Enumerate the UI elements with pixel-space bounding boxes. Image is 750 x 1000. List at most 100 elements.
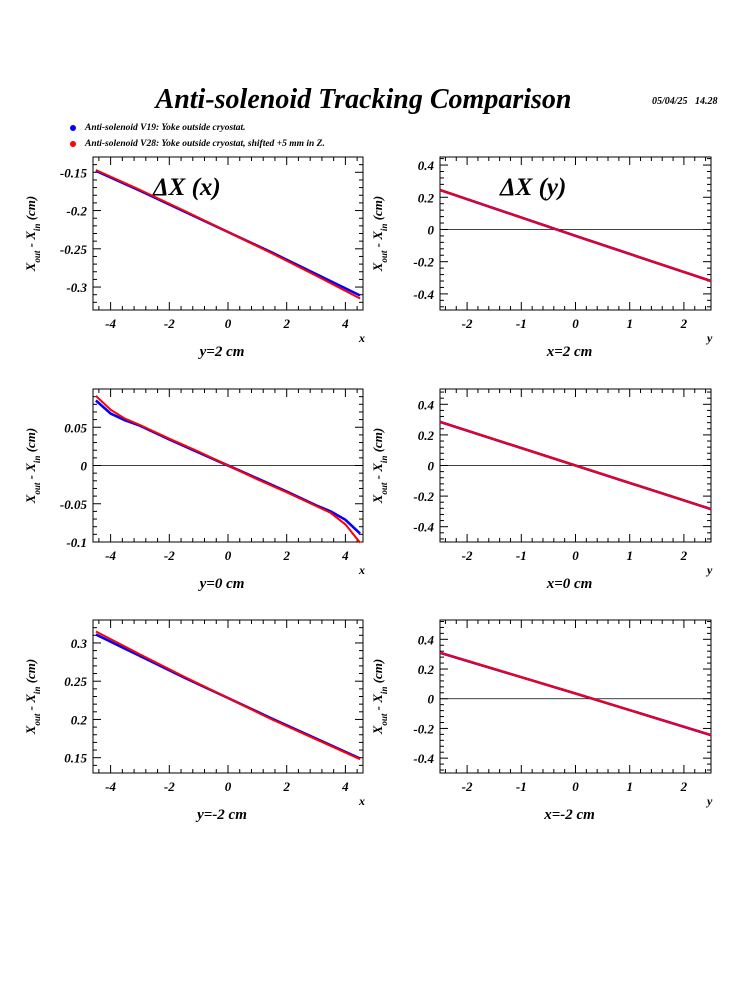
- y-axis-label-subscript: out: [379, 482, 389, 495]
- y-tick-label: -0.4: [413, 287, 434, 302]
- x-tick-label: 0: [572, 316, 579, 331]
- condition-label: y=0 cm: [198, 576, 245, 592]
- condition-label: y=-2 cm: [195, 807, 247, 823]
- y-axis-label-part: - X: [370, 463, 385, 483]
- y-axis-label-subscript: in: [379, 224, 389, 232]
- x-tick-label: -2: [164, 548, 175, 563]
- panel-title: ΔX (y): [499, 174, 566, 201]
- page-title: Anti-solenoid Tracking Comparison: [155, 84, 572, 115]
- y-axis-label-part: X: [23, 494, 38, 504]
- y-axis-label-part: X: [23, 262, 38, 272]
- x-tick-label: 1: [626, 548, 633, 563]
- y-axis-label: Xout - Xin (cm): [370, 428, 389, 505]
- y-axis-label-part: - X: [370, 694, 385, 714]
- x-axis-end-label: x: [358, 331, 365, 345]
- y-tick-label: -0.1: [66, 535, 87, 550]
- chart-panel-4: -2 -1 0 1 2 0.4 0.2 0 -0.2 -0.4 y x=0 cm Xout - Xin …: [370, 388, 713, 592]
- chart-panel-6: -2 -1 0 1 2 0.4 0.2 0 -0.2 -0.4 y x=-2 cm Xout - Xin…: [370, 619, 713, 823]
- series-line-v28: [439, 189, 712, 282]
- y-tick-label: 0.2: [418, 662, 435, 677]
- plot-frame: [439, 156, 712, 311]
- y-tick-label: 0: [428, 459, 435, 474]
- x-tick-label: 2: [680, 779, 688, 794]
- y-tick-label: -0.3: [66, 280, 87, 295]
- y-axis-label-subscript: out: [32, 482, 42, 495]
- x-tick-label: -1: [516, 779, 527, 794]
- y-tick-label: -0.15: [60, 165, 88, 180]
- x-tick-label: -2: [462, 316, 473, 331]
- y-axis-label-part: (cm): [23, 196, 38, 224]
- y-tick-label: 0.4: [418, 158, 435, 173]
- y-axis-label-part: (cm): [370, 428, 385, 456]
- y-axis-label: Xout - Xin (cm): [370, 659, 389, 736]
- plot-frame: [439, 619, 712, 774]
- y-axis-label-part: - X: [23, 694, 38, 714]
- plot-frame: [92, 619, 364, 774]
- plot-frame: [92, 156, 364, 311]
- y-axis-label-subscript: in: [379, 687, 389, 695]
- y-tick-label: -0.05: [60, 497, 88, 512]
- y-tick-label: 0.2: [418, 428, 435, 443]
- chart-panel-3: -4 -2 0 2 4 0.05 0 -0.05 -0.1 x y=0 cm Xout - Xin (…: [23, 388, 365, 592]
- y-tick-label: 0.4: [418, 632, 435, 647]
- y-axis-label-subscript: out: [379, 713, 389, 726]
- x-tick-label: 1: [626, 779, 633, 794]
- y-axis-label-part: X: [370, 262, 385, 272]
- y-tick-label: 0.4: [418, 397, 435, 412]
- x-axis-end-label: x: [358, 794, 365, 808]
- y-axis-label-subscript: out: [32, 713, 42, 726]
- x-tick-label: 2: [282, 548, 290, 563]
- y-tick-label: -0.2: [66, 204, 87, 219]
- legend-entry-v19: Anti-solenoid V19: Yoke outside cryostat…: [70, 123, 246, 133]
- series-line-v28: [95, 169, 361, 300]
- y-axis-label: Xout - Xin (cm): [23, 659, 42, 736]
- y-tick-label: 0.05: [64, 420, 87, 435]
- x-tick-label: 4: [341, 316, 349, 331]
- y-tick-label: -0.2: [413, 255, 434, 270]
- x-tick-label: 2: [282, 316, 290, 331]
- y-tick-label: 0.15: [64, 751, 87, 766]
- y-axis-label-part: - X: [23, 463, 38, 483]
- x-axis-end-label: y: [705, 794, 713, 808]
- y-axis-label-subscript: in: [32, 687, 42, 695]
- y-tick-label: -0.25: [60, 242, 88, 257]
- y-axis-label-part: - X: [23, 231, 38, 251]
- chart-panel-2: -2 -1 0 1 2 0.4 0.2 0 -0.2 -0.4 y x=2 cm Xout - Xin …: [370, 156, 713, 360]
- x-tick-label: -2: [462, 779, 473, 794]
- condition-label: x=0 cm: [546, 576, 593, 592]
- series-line-v19: [95, 399, 361, 535]
- y-axis-label: Xout - Xin (cm): [23, 196, 42, 273]
- y-axis-label-subscript: out: [32, 250, 42, 263]
- chart-panel-5: -4 -2 0 2 4 0.3 0.25 0.2 0.15 x y=-2 cm Xout - Xin …: [23, 619, 365, 823]
- x-tick-label: 0: [572, 779, 579, 794]
- legend-label-v28: Anti-solenoid V28: Yoke outside cryostat…: [85, 139, 325, 149]
- panel-title: ΔX (x): [152, 174, 221, 201]
- series-line-v28: [95, 395, 361, 544]
- y-tick-label: 0.2: [418, 190, 435, 205]
- y-axis-label-part: - X: [370, 231, 385, 251]
- y-axis-label-part: X: [370, 725, 385, 735]
- y-tick-label: -0.4: [413, 520, 434, 535]
- x-tick-label: -2: [462, 548, 473, 563]
- y-tick-label: -0.2: [413, 721, 434, 736]
- legend-marker-red: [70, 140, 76, 147]
- x-axis-end-label: y: [705, 563, 713, 577]
- x-tick-label: -4: [105, 316, 116, 331]
- legend-label-v19: Anti-solenoid V19: Yoke outside cryostat…: [85, 123, 246, 133]
- condition-label: x=-2 cm: [543, 807, 595, 823]
- y-axis-label: Xout - Xin (cm): [23, 428, 42, 505]
- y-axis-label-subscript: out: [379, 250, 389, 263]
- y-axis-label-part: X: [23, 725, 38, 735]
- series-line-v28: [439, 420, 712, 511]
- condition-label: x=2 cm: [546, 344, 593, 360]
- x-tick-label: 4: [341, 548, 349, 563]
- y-axis-label: Xout - Xin (cm): [370, 196, 389, 273]
- x-axis-end-label: y: [705, 331, 713, 345]
- y-axis-label-subscript: in: [32, 456, 42, 464]
- x-tick-label: 4: [341, 779, 349, 794]
- condition-label: y=2 cm: [198, 344, 245, 360]
- x-tick-label: 2: [282, 779, 290, 794]
- x-tick-label: -4: [105, 779, 116, 794]
- y-tick-label: 0: [428, 692, 435, 707]
